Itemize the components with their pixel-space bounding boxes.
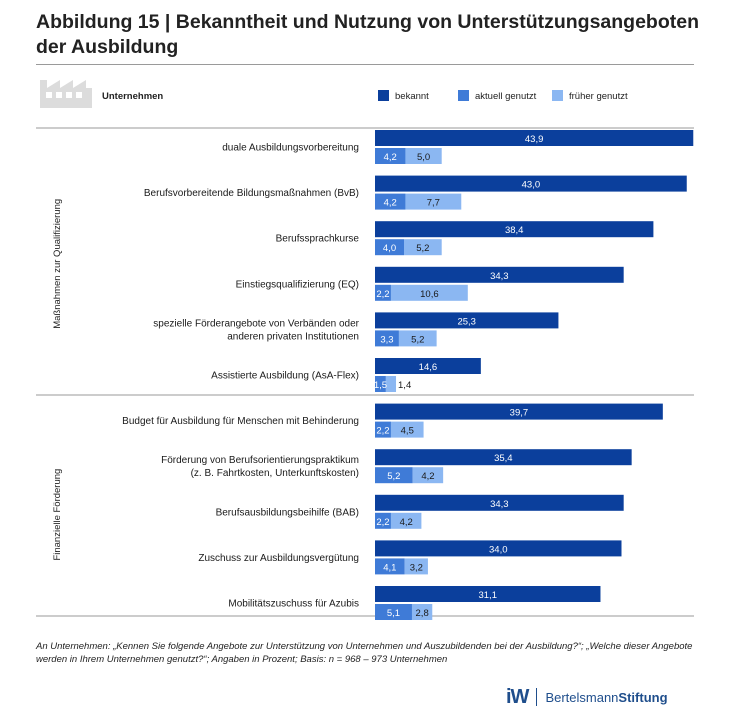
title-rule xyxy=(36,64,694,65)
value-label-aktuell: 4,2 xyxy=(384,198,397,209)
bar-frueher-genutzt xyxy=(390,421,424,438)
bar-aktuell-genutzt xyxy=(375,467,413,484)
bar-frueher-genutzt xyxy=(385,376,397,392)
bar-bekannt xyxy=(375,221,654,238)
value-label-bekannt: 39,7 xyxy=(510,408,529,419)
group-label-qualifizierung: Maßnahmen zur Qualifizierung xyxy=(52,199,63,329)
value-label-aktuell: 3,3 xyxy=(380,334,393,345)
category-label: spezielle Förderangebote von Verbänden o… xyxy=(153,318,359,342)
bar-bekannt xyxy=(375,449,632,466)
legend-swatch-1 xyxy=(458,90,469,101)
bar-frueher-genutzt xyxy=(405,193,462,210)
bar-bekannt xyxy=(375,403,663,420)
logo-separator xyxy=(536,688,538,706)
bar-aktuell-genutzt xyxy=(375,193,406,210)
value-label-bekannt: 43,9 xyxy=(525,134,544,145)
bar-aktuell-genutzt xyxy=(375,148,406,164)
category-label: Förderung von Berufsorientierungspraktik… xyxy=(161,455,359,479)
legend-swatch-0 xyxy=(378,90,389,101)
bar-aktuell-genutzt xyxy=(375,239,404,256)
bertelsmann-logo: BertelsmannStiftung xyxy=(545,689,668,705)
bar-aktuell-genutzt xyxy=(375,284,391,301)
value-label-frueher: 4,5 xyxy=(401,426,414,437)
publisher-logos: iW BertelsmannStiftung xyxy=(506,684,668,710)
value-label-frueher: 7,7 xyxy=(427,198,440,209)
bar-frueher-genutzt xyxy=(390,284,468,301)
value-label-frueher: 5,0 xyxy=(417,152,430,163)
bar-bekannt xyxy=(375,130,694,146)
category-label: Einstiegsqualifizierung (EQ) xyxy=(236,279,359,290)
value-label-frueher: 10,6 xyxy=(420,289,439,300)
iw-logo: iW xyxy=(506,685,529,708)
value-label-frueher: 3,2 xyxy=(410,562,423,573)
value-label-aktuell: 4,2 xyxy=(384,152,397,163)
value-label-frueher: 5,2 xyxy=(411,334,424,345)
value-label-bekannt: 38,4 xyxy=(505,225,524,236)
category-label: Assistierte Ausbildung (AsA-Flex) xyxy=(211,371,359,382)
value-label-aktuell: 4,1 xyxy=(383,562,396,573)
bar-bekannt xyxy=(375,358,481,374)
value-label-frueher: 4,2 xyxy=(400,517,413,528)
value-label-aktuell: 2,2 xyxy=(376,426,389,437)
bar-bekannt xyxy=(375,312,559,329)
value-label-aktuell: 1,5 xyxy=(374,380,387,391)
category-label: Zuschuss zur Ausbildungsvergütung xyxy=(198,553,359,564)
value-label-bekannt: 34,3 xyxy=(490,499,509,510)
footnote: An Unternehmen: „Kennen Sie folgende Ang… xyxy=(36,641,693,665)
bar-bekannt xyxy=(375,494,624,511)
bar-aktuell-genutzt xyxy=(375,376,386,392)
value-label-bekannt: 25,3 xyxy=(457,316,476,327)
bar-bekannt xyxy=(375,266,624,283)
value-label-bekannt: 31,1 xyxy=(478,590,497,601)
value-label-frueher: 2,8 xyxy=(416,608,429,619)
value-label-bekannt: 35,4 xyxy=(494,453,513,464)
group-header-label: Unternehmen xyxy=(102,91,163,102)
bar-frueher-genutzt xyxy=(411,604,433,620)
legend: bekannt aktuell genutzt früher genutzt xyxy=(378,90,628,102)
bar-frueher-genutzt xyxy=(390,512,422,529)
value-label-bekannt: 14,6 xyxy=(419,362,438,373)
value-label-bekannt: 34,0 xyxy=(489,544,508,555)
legend-label-1: aktuell genutzt xyxy=(475,91,537,102)
bar-frueher-genutzt xyxy=(404,558,428,575)
value-label-bekannt: 43,0 xyxy=(522,180,541,191)
group-label-foerderung: Finanzielle Förderung xyxy=(52,469,63,561)
value-label-aktuell: 2,2 xyxy=(376,289,389,300)
factory-icon xyxy=(40,80,92,108)
value-label-frueher: 1,4 xyxy=(398,380,411,391)
value-label-frueher: 4,2 xyxy=(421,471,434,482)
value-label-frueher: 5,2 xyxy=(416,243,429,254)
category-label: Berufsvorbereitende Bildungsmaßnahmen (B… xyxy=(144,188,359,199)
bar-frueher-genutzt xyxy=(412,467,444,484)
legend-swatch-2 xyxy=(552,90,563,101)
category-label: Mobilitätszuschuss für Azubis xyxy=(228,599,359,610)
category-label: duale Ausbildungsvorbereitung xyxy=(222,143,359,154)
bar-aktuell-genutzt xyxy=(375,421,391,438)
category-label: Budget für Ausbildung für Menschen mit B… xyxy=(122,416,359,427)
category-label: Berufssprachkurse xyxy=(276,234,360,245)
bar-aktuell-genutzt xyxy=(375,558,405,575)
chart-title: Abbildung 15 | Bekanntheit und Nutzung v… xyxy=(36,11,700,58)
legend-label-2: früher genutzt xyxy=(569,91,628,102)
bar-frueher-genutzt xyxy=(404,239,442,256)
value-label-aktuell: 5,2 xyxy=(387,471,400,482)
value-label-aktuell: 2,2 xyxy=(376,517,389,528)
value-label-aktuell: 4,0 xyxy=(383,243,396,254)
category-label: Berufsausbildungsbeihilfe (BAB) xyxy=(216,507,359,518)
bar-aktuell-genutzt xyxy=(375,330,399,347)
value-label-bekannt: 34,3 xyxy=(490,271,509,282)
bar-frueher-genutzt xyxy=(405,148,442,164)
bar-bekannt xyxy=(375,586,601,602)
bar-bekannt xyxy=(375,540,622,557)
bar-frueher-genutzt xyxy=(398,330,437,347)
bar-bekannt xyxy=(375,175,687,192)
legend-label-0: bekannt xyxy=(395,91,429,102)
bar-aktuell-genutzt xyxy=(375,604,412,620)
bar-aktuell-genutzt xyxy=(375,512,391,529)
value-label-aktuell: 5,1 xyxy=(387,608,400,619)
